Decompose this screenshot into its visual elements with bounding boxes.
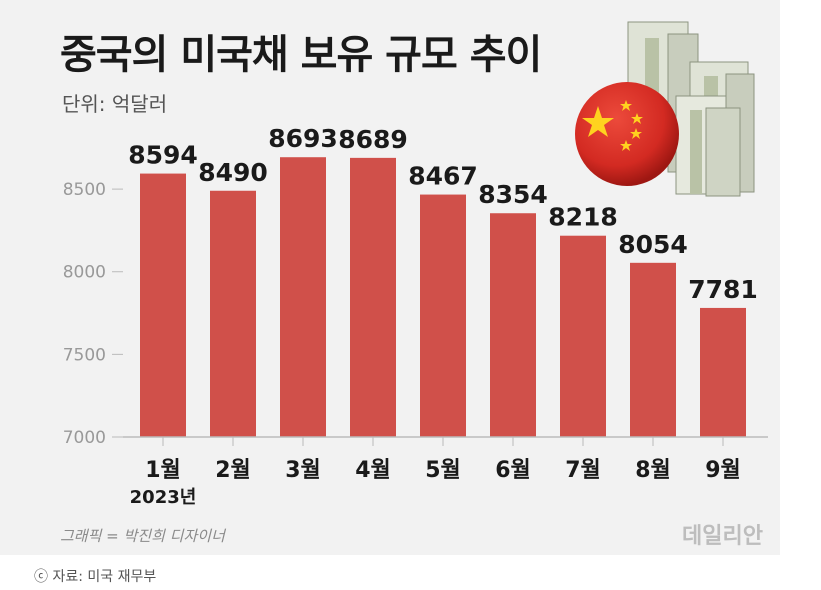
bar-value-label: 8218: [548, 203, 618, 232]
x-category-label: 1월: [145, 458, 181, 483]
x-category-label: 7월: [565, 458, 601, 483]
bar-value-label: 8490: [198, 158, 268, 187]
bar-value-label: 8693: [268, 124, 338, 153]
x-category-label: 2월: [215, 458, 251, 483]
bar: [490, 213, 536, 437]
bar: [210, 190, 256, 437]
y-tick-label: 8000: [63, 263, 106, 283]
bar-value-label: 8689: [338, 125, 408, 154]
y-tick-label: 7000: [63, 428, 106, 448]
graphic-credit: 그래픽 = 박진희 디자이너: [60, 527, 225, 545]
bar-value-label: 8054: [618, 230, 688, 259]
chart-title: 중국의 미국채 보유 규모 추이: [60, 32, 542, 78]
bar-value-label: 7781: [688, 275, 758, 304]
bar: [140, 173, 186, 437]
y-tick-label: 8500: [63, 180, 106, 200]
x-category-label: 8월: [635, 458, 671, 483]
bar: [700, 307, 746, 437]
bar-value-label: 8354: [478, 180, 548, 209]
bar-value-label: 8467: [408, 162, 478, 191]
x-category-label: 9월: [705, 458, 741, 483]
x-category-label: 3월: [285, 458, 321, 483]
bar: [420, 194, 466, 437]
bar: [630, 262, 676, 437]
unit-label: 단위: 억달러: [62, 92, 168, 116]
bar-value-label: 8594: [128, 141, 198, 170]
x-category-label: 6월: [495, 458, 531, 483]
source-note: ⓒ 자료: 미국 재무부: [34, 569, 157, 585]
x-category-label: 4월: [355, 458, 391, 483]
x-category-label: 5월: [425, 458, 461, 483]
y-tick-label: 7500: [63, 345, 106, 365]
bar: [560, 235, 606, 437]
x-category-sublabel: 2023년: [130, 487, 197, 508]
brand-watermark: 데일리안: [682, 524, 763, 549]
bar: [280, 157, 326, 437]
bar: [350, 157, 396, 437]
